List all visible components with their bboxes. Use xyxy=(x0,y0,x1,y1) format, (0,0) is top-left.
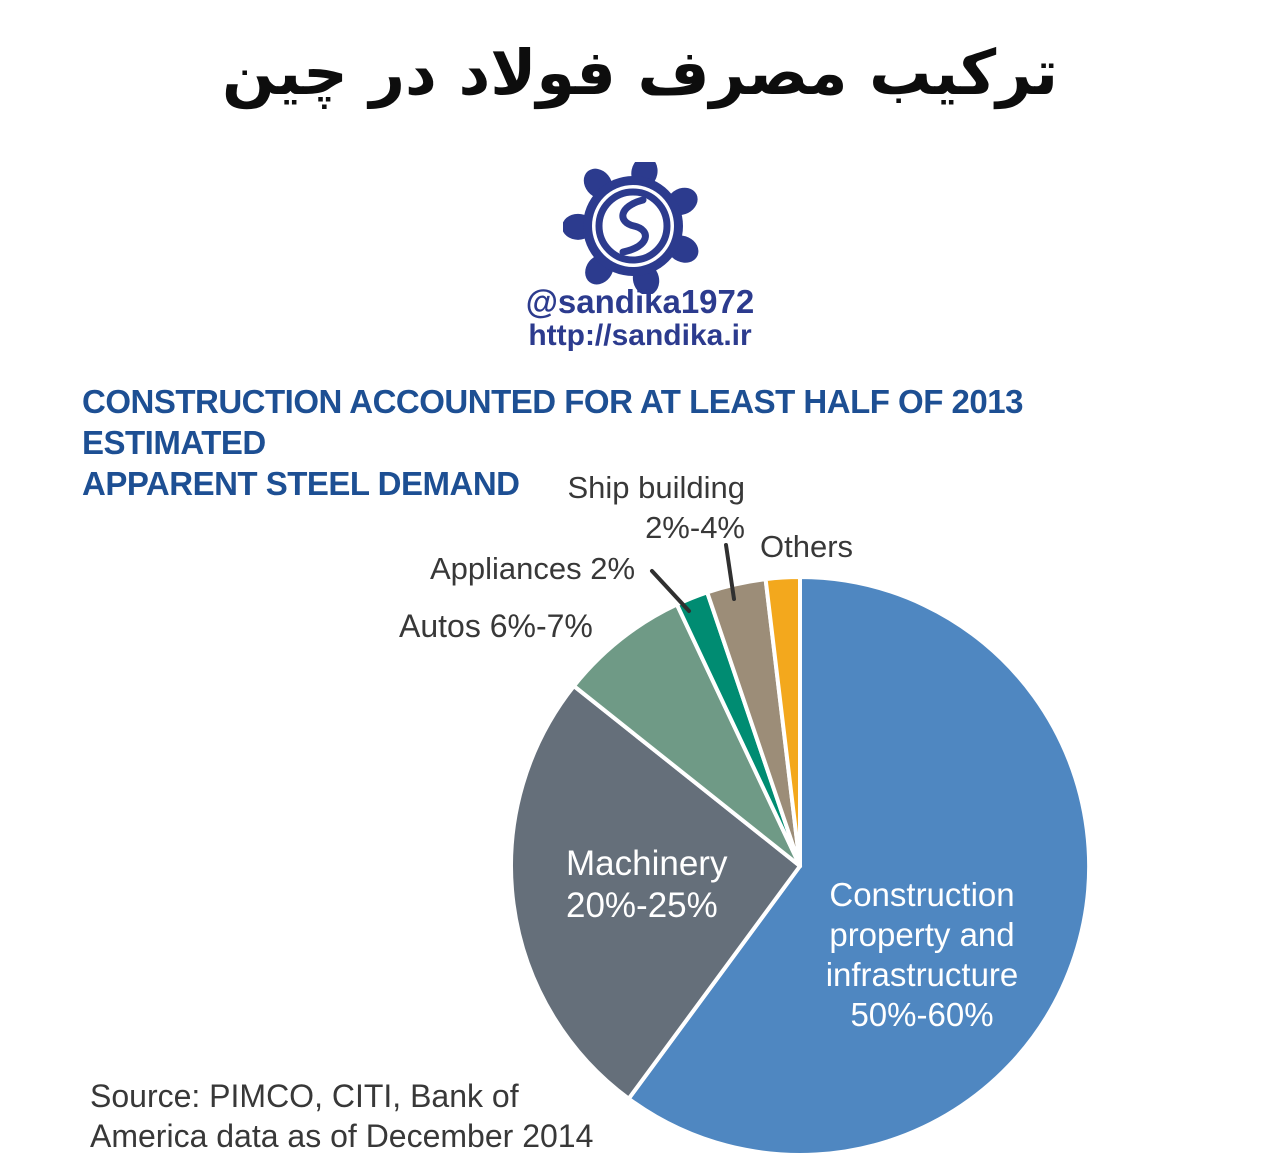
label-ship-building-line2: 2%-4% xyxy=(645,510,745,545)
website-url: http://sandika.ir xyxy=(528,319,752,352)
leader-line-ship-building xyxy=(724,543,736,601)
label-others: Others xyxy=(760,529,854,564)
leader-line-appliances xyxy=(650,569,691,613)
page-title-fa: ترکیب مصرف فولاد در چین xyxy=(221,36,1058,109)
chart-headline: CONSTRUCTION ACCOUNTED FOR AT LEAST HALF… xyxy=(82,381,1192,504)
label-autos: Autos 6%-7% xyxy=(399,608,593,644)
logo-s-curve xyxy=(619,196,649,256)
label-machinery: Machinery 20%-25% xyxy=(566,843,727,927)
label-construction-line4: 50%-60% xyxy=(850,996,994,1033)
chart-headline-line1: CONSTRUCTION ACCOUNTED FOR AT LEAST HALF… xyxy=(82,383,1023,461)
pie-slice-construction-property-infrastructure xyxy=(626,575,1092,1157)
pie-slice-others xyxy=(763,575,802,868)
source-note-line2: America data as of December 2014 xyxy=(90,1118,594,1154)
label-machinery-line2: 20%-25% xyxy=(566,886,718,925)
telegram-handle: @sandika1972 xyxy=(525,283,755,320)
label-ship-building-line1: Ship building xyxy=(567,470,745,505)
label-construction-line3: infrastructure xyxy=(825,956,1019,993)
brand-logo-icon xyxy=(563,162,699,294)
label-construction-line2: property and xyxy=(829,916,1015,953)
chart-headline-line2: APPARENT STEEL DEMAND xyxy=(82,465,520,502)
source-note: Source: PIMCO, CITI, Bank of America dat… xyxy=(90,1076,593,1156)
pie-slice-autos xyxy=(571,602,802,868)
source-note-line1: Source: PIMCO, CITI, Bank of xyxy=(90,1078,519,1114)
label-appliances: Appliances 2% xyxy=(430,551,636,586)
label-machinery-line1: Machinery xyxy=(566,844,728,883)
label-ship-building: Ship building 2%-4% xyxy=(505,468,745,548)
pie-slice-machinery xyxy=(509,684,802,1101)
label-construction: Construction property and infrastructure… xyxy=(802,875,1042,1035)
label-construction-line1: Construction xyxy=(829,876,1015,913)
